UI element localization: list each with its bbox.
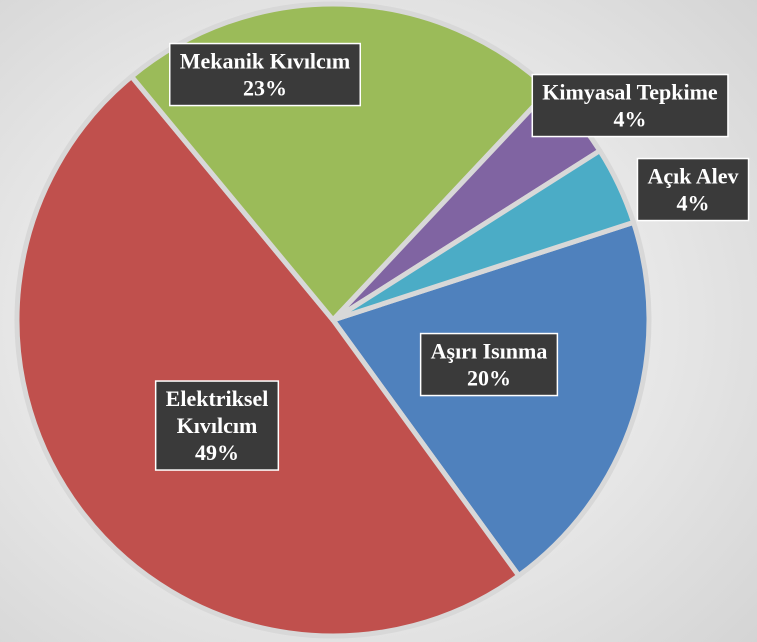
- label-line: Kıvılcım: [177, 413, 258, 438]
- category-label: Elektriksel Kıvılcım: [166, 386, 269, 438]
- category-label: Açık Alev: [647, 164, 738, 189]
- category-label: Mekanik Kıvılcım: [180, 49, 351, 74]
- label-line: Elektriksel: [166, 386, 269, 411]
- value-label: 49%: [195, 440, 239, 465]
- pie-slice: [14, 74, 522, 639]
- value-label: 20%: [467, 366, 511, 391]
- value-label: 23%: [243, 76, 287, 101]
- label-box: [169, 42, 361, 107]
- label-box: [636, 157, 750, 222]
- label-box: [419, 332, 559, 397]
- category-label: Kimyasal Tepkime: [542, 80, 718, 105]
- value-label: 4%: [677, 191, 710, 216]
- category-label: Aşırı Isınma: [431, 339, 548, 364]
- label-box: [154, 380, 280, 471]
- value-label: 4%: [614, 107, 647, 132]
- pie-slice: [330, 219, 652, 579]
- label-box: [531, 73, 729, 138]
- pie-slice: [330, 148, 637, 323]
